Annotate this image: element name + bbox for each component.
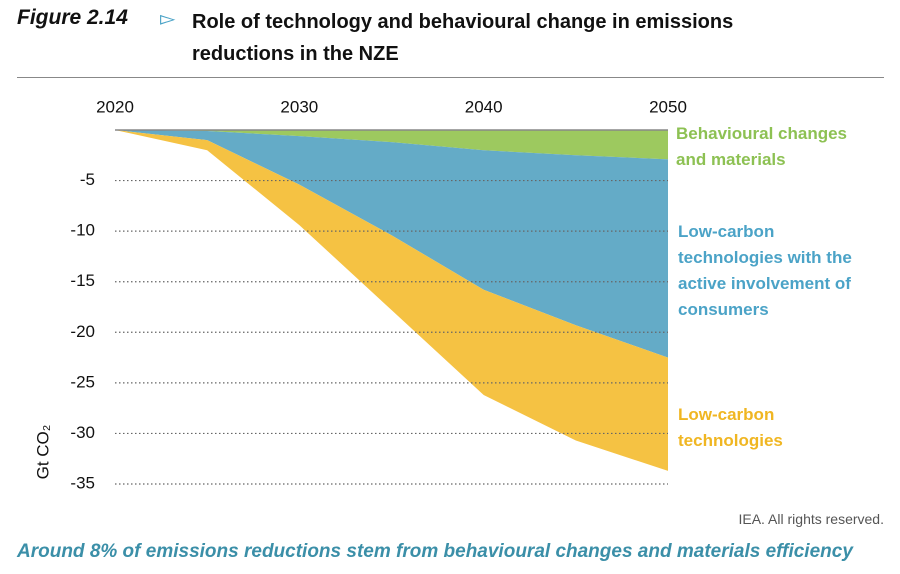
series-label: Low-carbon technologies — [678, 405, 783, 450]
x-tick-label: 2020 — [96, 97, 134, 116]
areas — [115, 130, 668, 471]
y-tick-label: -20 — [70, 322, 95, 341]
marker: ▻ — [160, 8, 176, 30]
x-tick-label: 2050 — [649, 97, 687, 116]
y-tick-label: -10 — [70, 221, 95, 240]
series-label: Behavioural changes and materials — [676, 124, 848, 169]
y-axis-title: Gt CO₂ — [33, 425, 52, 480]
caption: Around 8% of emissions reductions stem f… — [17, 541, 853, 562]
y-tick-label: -30 — [70, 423, 95, 442]
source: IEA. All rights reserved. — [738, 511, 884, 527]
area — [115, 130, 668, 358]
y-tick-label: -15 — [70, 271, 95, 290]
rule — [17, 77, 884, 78]
x-tick-label: 2040 — [465, 97, 503, 116]
y-tick-label: -25 — [70, 372, 95, 391]
area — [115, 130, 668, 160]
y-tick-label: -35 — [70, 473, 95, 492]
series-label: Low-carbon technologies with the active … — [678, 222, 852, 319]
x-tick-label: 2030 — [280, 97, 318, 116]
y-tick-label: -5 — [80, 170, 95, 189]
chart-title: Role of technology and behavioural chang… — [192, 11, 734, 65]
area — [115, 130, 668, 471]
figure-label: Figure 2.14 — [17, 6, 128, 29]
